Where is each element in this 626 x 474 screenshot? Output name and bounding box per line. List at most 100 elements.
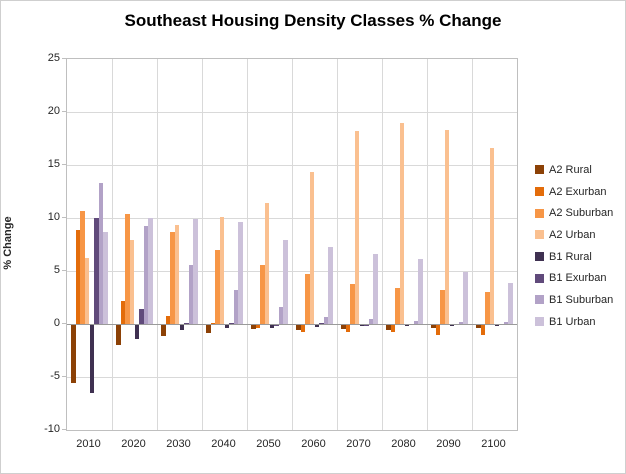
bar-b1-urban-2080 <box>418 259 423 324</box>
vertical-gridline <box>382 59 383 430</box>
bar-a2-rural-2040 <box>206 325 211 334</box>
bar-b1-urban-2060 <box>328 246 333 324</box>
bar-a2-suburban-2020 <box>125 213 130 324</box>
bar-b1-urban-2070 <box>373 254 378 324</box>
x-axis-tick-label: 2060 <box>301 438 326 450</box>
x-axis-tick-label: 2080 <box>391 438 416 450</box>
y-axis-tick-label: -10 <box>44 423 60 435</box>
bar-a2-urban-2070 <box>354 131 360 324</box>
bar-a2-suburban-2090 <box>440 290 445 324</box>
bar-a2-urban-2050 <box>264 203 270 324</box>
bar-b1-rural-2020 <box>134 325 140 339</box>
horizontal-gridline <box>67 112 517 113</box>
chart-title: Southeast Housing Density Classes % Chan… <box>124 11 502 30</box>
x-axis-tick-label: 2030 <box>166 438 191 450</box>
bar-b1-rural-2050 <box>269 325 275 329</box>
bar-b1-suburban-2070 <box>368 318 374 324</box>
bar-a2-suburban-2030 <box>170 231 175 324</box>
legend-item-b1-suburban: B1 Suburban <box>535 289 613 311</box>
x-axis-tick-label: 2020 <box>121 438 146 450</box>
bar-a2-urban-2040 <box>219 216 225 324</box>
y-axis-tick-label: 5 <box>53 264 60 276</box>
x-axis-tick-label: 2100 <box>481 438 506 450</box>
bar-b1-rural-2100 <box>494 325 500 327</box>
horizontal-gridline <box>67 271 517 272</box>
bar-a2-suburban-2010 <box>80 210 85 324</box>
bar-b1-rural-2070 <box>359 325 365 327</box>
bar-b1-suburban-2090 <box>458 321 464 324</box>
y-axis-tick-label: 10 <box>47 211 60 223</box>
bar-a2-exurban-2100 <box>480 325 486 335</box>
x-axis-tick-label: 2050 <box>256 438 281 450</box>
legend-swatch-b1-urban <box>535 317 544 327</box>
legend-item-b1-exurban: B1 Exurban <box>535 267 613 289</box>
legend-label: B1 Urban <box>549 315 596 328</box>
legend-item-a2-rural: A2 Rural <box>535 159 613 181</box>
vertical-gridline <box>292 59 293 430</box>
bar-a2-exurban-2080 <box>390 325 396 333</box>
horizontal-gridline <box>67 218 517 219</box>
bar-b1-rural-2010 <box>89 325 95 393</box>
bar-a2-rural-2020 <box>116 325 121 346</box>
legend-item-a2-urban: A2 Urban <box>535 224 613 246</box>
legend-label: B1 Rural <box>549 250 592 263</box>
bar-a2-exurban-2090 <box>435 325 441 335</box>
y-axis-tick-mark <box>62 164 66 165</box>
bar-b1-exurban-2050 <box>274 325 279 327</box>
vertical-gridline <box>247 59 248 430</box>
y-axis-tick-label: 0 <box>53 317 60 329</box>
horizontal-gridline <box>67 377 517 378</box>
vertical-gridline <box>157 59 158 430</box>
bar-b1-urban-2020 <box>148 218 153 324</box>
bar-a2-suburban-2070 <box>350 283 355 324</box>
y-axis-tick-mark <box>62 111 66 112</box>
x-axis-tick-label: 2010 <box>76 438 101 450</box>
legend-swatch-a2-urban <box>535 230 544 240</box>
legend-label: A2 Suburban <box>549 207 614 220</box>
y-axis-tick-mark <box>62 270 66 271</box>
bar-a2-suburban-2100 <box>485 292 490 324</box>
vertical-gridline <box>202 59 203 430</box>
legend-label: B1 Exurban <box>549 272 607 285</box>
legend-label: B1 Suburban <box>549 293 614 306</box>
bar-a2-rural-2090 <box>431 325 436 329</box>
vertical-gridline <box>337 59 338 430</box>
legend: A2 Rural A2 Exurban A2 Suburban A2 Urban B1 … <box>535 159 613 333</box>
bar-b1-suburban-2020 <box>143 226 149 324</box>
bar-a2-rural-2070 <box>341 325 346 330</box>
vertical-gridline <box>427 59 428 430</box>
y-axis-title: % Change <box>2 216 14 270</box>
legend-item-a2-exurban: A2 Exurban <box>535 181 613 203</box>
legend-swatch-a2-rural <box>535 165 544 175</box>
y-axis-tick-mark <box>62 58 66 59</box>
legend-swatch-a2-exurban <box>535 187 544 197</box>
bar-b1-urban-2030 <box>193 219 198 324</box>
bar-b1-urban-2090 <box>463 272 468 324</box>
y-axis-tick-mark <box>62 323 66 324</box>
zero-line <box>67 324 517 325</box>
bar-b1-suburban-2010 <box>98 183 104 324</box>
bar-a2-suburban-2060 <box>305 274 310 324</box>
x-axis-tick-label: 2040 <box>211 438 236 450</box>
bar-a2-suburban-2040 <box>215 249 220 324</box>
horizontal-gridline <box>67 165 517 166</box>
bar-a2-urban-2030 <box>174 225 180 324</box>
y-axis-tick-label: 20 <box>47 105 60 117</box>
bar-b1-rural-2080 <box>404 325 410 327</box>
bar-a2-rural-2010 <box>71 325 76 384</box>
bar-a2-rural-2060 <box>296 325 301 331</box>
bar-b1-exurban-2060 <box>319 322 324 324</box>
bar-a2-urban-2010 <box>84 258 90 324</box>
vertical-gridline <box>112 59 113 430</box>
bar-b1-rural-2090 <box>449 325 455 327</box>
bar-a2-exurban-2060 <box>300 325 306 333</box>
legend-item-b1-urban: B1 Urban <box>535 311 613 333</box>
x-axis-tick-label: 2070 <box>346 438 371 450</box>
bar-b1-suburban-2050 <box>278 307 284 324</box>
bar-a2-exurban-2020 <box>120 300 126 324</box>
bar-b1-suburban-2080 <box>413 320 419 324</box>
legend-label: A2 Urban <box>549 228 596 241</box>
legend-swatch-b1-exurban <box>535 273 544 283</box>
bar-b1-exurban-2010 <box>94 218 99 324</box>
